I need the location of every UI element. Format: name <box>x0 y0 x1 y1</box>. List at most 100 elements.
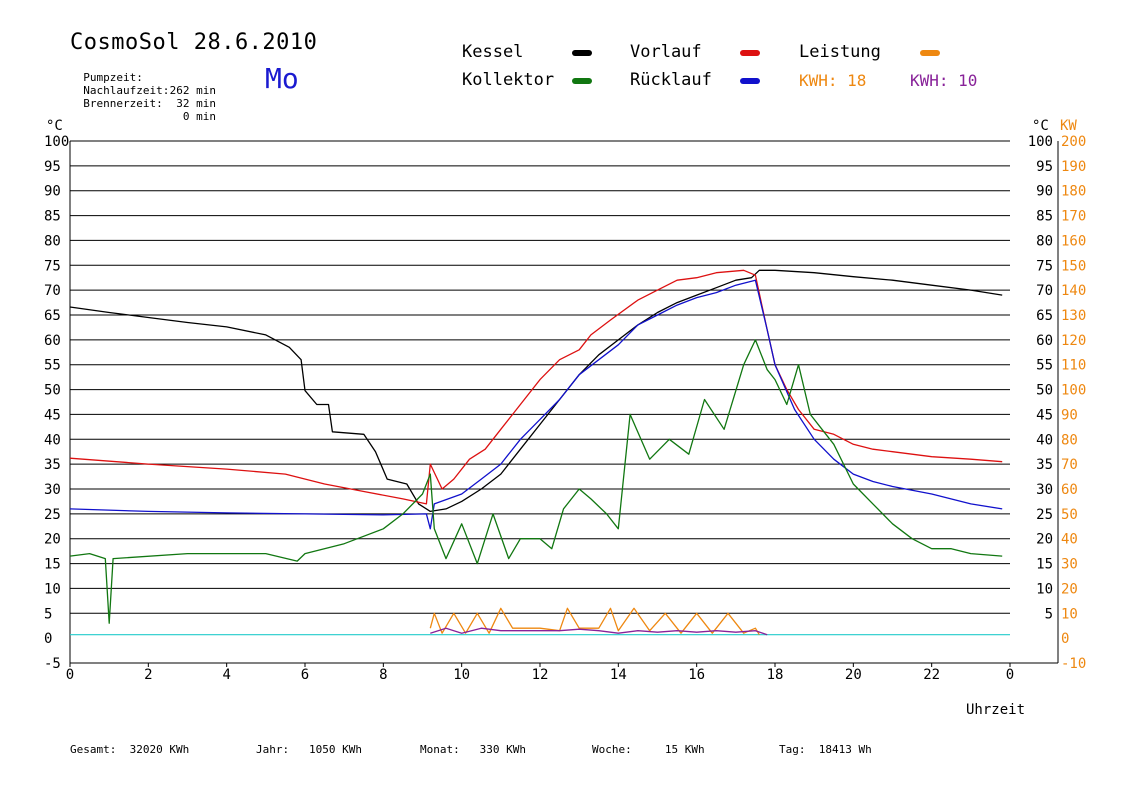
y-tick-label-right: 30 <box>1036 482 1053 498</box>
y-tick-label-right: 95 <box>1036 159 1053 175</box>
footer-label: Woche: <box>592 743 632 756</box>
y-axis-label-right: °C <box>1032 118 1049 134</box>
y-tick-label-left: 70 <box>44 283 61 299</box>
y-tick-label-left: 60 <box>44 333 61 349</box>
series-line-leistung <box>429 607 760 636</box>
y-tick-label-left: 75 <box>44 258 61 274</box>
y-tick-label-left: 50 <box>44 383 61 399</box>
x-tick-label: 8 <box>379 667 387 683</box>
y-tick-label-left: 40 <box>44 432 61 448</box>
y2-tick-label: 30 <box>1061 557 1078 573</box>
axes: -505101520253035404550556065707580859095… <box>44 134 1086 683</box>
stat-label: Brennerzeit: <box>83 97 163 110</box>
x-tick-label: 14 <box>610 667 627 683</box>
y2-tick-label: 100 <box>1061 383 1086 399</box>
y-tick-label-right: 20 <box>1036 532 1053 548</box>
kwh-value: 10 <box>958 71 978 90</box>
kwh-label: KWH: <box>910 71 949 90</box>
y-tick-label-left: 0 <box>44 631 52 647</box>
footer-value: 18413 Wh <box>818 743 872 756</box>
footer-label: Tag: <box>779 743 806 756</box>
y2-tick-label: 180 <box>1061 184 1086 200</box>
y-tick-label-right: 15 <box>1036 557 1053 573</box>
y-tick-label-left: 85 <box>44 209 61 225</box>
x-tick-label: 6 <box>301 667 309 683</box>
y-tick-label-left: 20 <box>44 532 61 548</box>
y-axis-label-left: °C <box>46 118 63 134</box>
footer-stat-tag: Tag: 18413 Wh <box>779 743 872 756</box>
legend-leistung-swatch <box>920 50 940 56</box>
y-tick-label-right: 75 <box>1036 258 1053 274</box>
legend-vorlauf-swatch <box>740 50 760 56</box>
y-tick-label-left: 25 <box>44 507 61 523</box>
y2-tick-label: 160 <box>1061 233 1086 249</box>
y-tick-label-right: 35 <box>1036 457 1053 473</box>
y-tick-label-right: 100 <box>1028 134 1053 150</box>
x-tick-label: 18 <box>767 667 784 683</box>
y-tick-label-left: 95 <box>44 159 61 175</box>
y-tick-label-left: 10 <box>44 581 61 597</box>
grid-lines <box>70 140 1010 614</box>
y2-tick-label: 80 <box>1061 432 1078 448</box>
kwh-total-purple: KWH: 10 <box>910 71 977 90</box>
stat-value: 0 min <box>182 110 216 123</box>
stat-label: Pumpzeit: <box>83 71 143 84</box>
y-tick-label-left: 30 <box>44 482 61 498</box>
kwh-value: 18 <box>847 71 867 90</box>
footer-stat-woche: Woche: 15 KWh <box>592 743 705 756</box>
y-tick-label-right: 40 <box>1036 432 1053 448</box>
footer-value: 330 KWh <box>479 743 526 756</box>
y2-tick-label: 60 <box>1061 482 1078 498</box>
y2-tick-label: 10 <box>1061 606 1078 622</box>
x-tick-label: 20 <box>845 667 862 683</box>
y2-tick-label: 70 <box>1061 457 1078 473</box>
y2-tick-label: 120 <box>1061 333 1086 349</box>
x-tick-label: 4 <box>222 667 230 683</box>
series-line-vorlauf <box>69 269 1003 505</box>
x-tick-label: 12 <box>532 667 549 683</box>
y-tick-label-left: -5 <box>44 656 61 672</box>
y-axis-label-kw: KW <box>1060 118 1077 134</box>
series-line-kwh-10 <box>430 627 768 636</box>
footer-value: 1050 KWh <box>309 743 362 756</box>
legend-ruecklauf-label: Rücklauf <box>630 70 712 90</box>
stat-row: Pumpzeit: 262 min <box>70 58 216 97</box>
y-tick-label-right: 80 <box>1036 233 1053 249</box>
series-lines <box>69 269 1010 636</box>
y-tick-label-right: 60 <box>1036 333 1053 349</box>
y2-tick-label: -10 <box>1061 656 1086 672</box>
y2-tick-label: 130 <box>1061 308 1086 324</box>
x-tick-label: 22 <box>923 667 940 683</box>
legend-kessel-label: Kessel <box>462 42 524 62</box>
y-tick-label-left: 15 <box>44 557 61 573</box>
footer-label: Gesamt: <box>70 743 117 756</box>
y2-tick-label: 170 <box>1061 209 1086 225</box>
footer-stat-monat: Monat: 330 KWh <box>420 743 526 756</box>
y-tick-label-left: 100 <box>44 134 69 150</box>
stat-row: Brennerzeit: 0 min <box>70 84 216 123</box>
y2-tick-label: 0 <box>1061 631 1069 647</box>
x-tick-label: 0 <box>66 667 74 683</box>
x-tick-label: 10 <box>453 667 470 683</box>
legend-kollektor-label: Kollektor <box>462 70 555 90</box>
x-axis-label: Uhrzeit <box>966 702 1025 718</box>
y-tick-label-right: 50 <box>1036 383 1053 399</box>
weekday-label: Mo <box>265 62 299 95</box>
y-tick-label-right: 25 <box>1036 507 1053 523</box>
footer-value: 32020 KWh <box>129 743 190 756</box>
y2-tick-label: 150 <box>1061 258 1086 274</box>
x-tick-label: 2 <box>144 667 152 683</box>
footer-stat-jahr: Jahr: 1050 KWh <box>256 743 362 756</box>
footer-stat-gesamt: Gesamt: 32020 KWh <box>70 743 189 756</box>
legend-kessel-swatch <box>572 50 592 56</box>
stat-value: 32 min <box>176 97 216 110</box>
y-tick-label-left: 55 <box>44 358 61 374</box>
y-tick-label-right: 55 <box>1036 358 1053 374</box>
legend-vorlauf-label: Vorlauf <box>630 42 702 62</box>
y-tick-label-right: 85 <box>1036 209 1053 225</box>
y2-tick-label: 190 <box>1061 159 1086 175</box>
y2-tick-label: 110 <box>1061 358 1086 374</box>
x-tick-label: 16 <box>688 667 705 683</box>
y-tick-label-right: 5 <box>1045 606 1053 622</box>
y-tick-label-right: 70 <box>1036 283 1053 299</box>
